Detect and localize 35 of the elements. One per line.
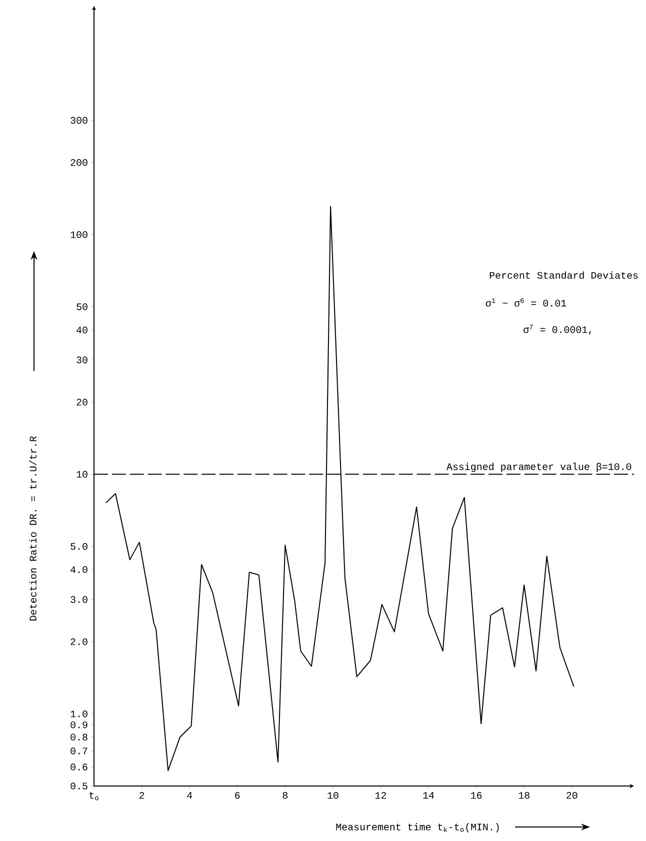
y-tick-label: 1.0 xyxy=(70,710,88,718)
y-tick-label: 10 xyxy=(76,470,88,478)
y-tick-label: 30 xyxy=(76,356,88,364)
annotation: σ$^{7}$ = 0.0001, xyxy=(524,324,592,335)
x-tick-label: 2 xyxy=(140,792,144,799)
y-tick-label: 4.0 xyxy=(70,566,88,573)
y-axis-title: Detection Ratio DR. = tr.U/tr.R xyxy=(29,436,36,620)
x-tick-label: 16 xyxy=(471,792,482,799)
y-tick-label: 0.9 xyxy=(70,721,88,728)
x-tick-label: 10 xyxy=(328,792,338,799)
y-tick-label: 0.7 xyxy=(70,748,88,754)
y-tick-label: 0.6 xyxy=(70,764,88,770)
x-axis-title: Measurement time t$_{k}$-t$_{o}$(MIN.) xyxy=(336,823,499,832)
x-tick-label: 4 xyxy=(187,792,192,799)
y-tick-label: 300 xyxy=(70,116,88,124)
y-tick-label: 50 xyxy=(76,303,88,310)
y-tick-label: 40 xyxy=(76,326,88,334)
x-tick-label: 8 xyxy=(282,792,288,799)
x-tick-label: 20 xyxy=(566,792,578,799)
x-tick-label: t$_{o}$ xyxy=(90,792,98,800)
y-tick-label: 2.0 xyxy=(70,638,88,646)
y-tick-label: 3.0 xyxy=(70,596,88,603)
y-tick-label: 20 xyxy=(76,398,88,406)
annotation: Percent Standard Deviates xyxy=(490,271,638,279)
y-tick-label: 0.8 xyxy=(70,734,88,740)
ref-line-label: Assigned parameter value β=10.0 xyxy=(446,462,632,472)
annotation: σ$^{1}$ ~ σ$^{6}$ = 0.01 xyxy=(486,298,566,307)
y-tick-label: 5.0 xyxy=(70,543,88,550)
y-tick-label: 200 xyxy=(70,159,88,166)
y-tick-label: 100 xyxy=(70,231,88,238)
y-tick-label: 0.5 xyxy=(70,782,88,790)
x-tick-label: 6 xyxy=(235,792,240,799)
x-tick-label: 12 xyxy=(375,792,386,799)
x-tick-label: 14 xyxy=(423,792,434,799)
x-tick-label: 18 xyxy=(518,792,530,799)
